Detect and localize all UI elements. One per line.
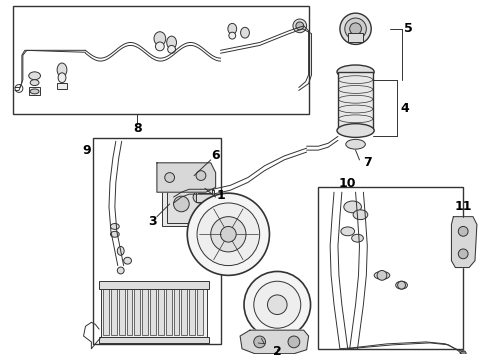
Circle shape [220,226,236,242]
Bar [347,33,363,42]
Ellipse shape [351,234,363,242]
Circle shape [339,13,370,44]
Circle shape [295,22,303,30]
Ellipse shape [343,201,361,213]
Ellipse shape [395,281,407,289]
Polygon shape [240,330,308,354]
Circle shape [457,249,467,259]
Circle shape [459,351,465,357]
Polygon shape [157,163,215,192]
Bar [318,187,462,349]
Bar [111,285,117,335]
Bar [29,87,41,95]
Circle shape [197,203,259,266]
Ellipse shape [340,227,354,236]
Bar [150,285,156,335]
Bar [158,285,163,335]
Ellipse shape [117,247,124,255]
Text: 3: 3 [147,215,156,228]
Circle shape [457,226,467,236]
Circle shape [210,217,245,252]
Bar [165,285,171,335]
Circle shape [376,270,386,280]
Bar [197,285,203,335]
Bar [13,6,308,114]
Ellipse shape [57,63,67,77]
Circle shape [344,18,366,40]
Ellipse shape [110,224,119,229]
Circle shape [164,173,174,183]
Bar [162,183,212,226]
Bar [119,285,124,335]
Bar [103,285,109,335]
Text: 2: 2 [272,345,281,358]
Bar [134,285,140,335]
Ellipse shape [166,36,176,49]
Bar [196,190,213,202]
Ellipse shape [227,23,236,34]
Bar [93,138,220,344]
Bar [337,72,372,131]
Ellipse shape [373,271,389,279]
Circle shape [349,23,361,35]
Ellipse shape [336,65,373,79]
Ellipse shape [154,32,165,45]
Ellipse shape [336,124,373,138]
Polygon shape [450,217,476,267]
Bar [99,281,208,289]
Ellipse shape [167,45,175,53]
Circle shape [253,336,265,348]
Ellipse shape [200,185,209,191]
Bar [142,285,148,335]
Circle shape [193,191,204,203]
Text: 7: 7 [362,156,371,169]
Text: 5: 5 [403,22,412,35]
Ellipse shape [29,72,41,80]
Ellipse shape [345,139,365,149]
Circle shape [267,295,286,315]
Ellipse shape [58,73,66,82]
Ellipse shape [30,80,39,86]
Text: 8: 8 [133,122,142,135]
Bar [57,82,67,89]
Ellipse shape [352,210,367,220]
Ellipse shape [123,257,131,264]
Ellipse shape [30,89,39,94]
Bar [99,337,208,343]
Bar [166,185,207,222]
Ellipse shape [110,231,119,237]
Ellipse shape [240,27,249,38]
Text: 11: 11 [453,201,471,213]
Text: 10: 10 [338,177,356,190]
Circle shape [187,193,269,275]
Bar [126,285,132,335]
Bar [198,185,211,193]
Circle shape [292,19,306,33]
Circle shape [244,271,310,338]
Bar [189,285,195,335]
Circle shape [253,281,300,328]
Circle shape [173,196,189,212]
Text: 4: 4 [399,102,408,114]
Circle shape [196,171,205,180]
Bar [181,285,187,335]
Circle shape [287,336,299,348]
Text: 1: 1 [216,189,224,202]
Bar [101,283,206,337]
Bar [173,285,179,335]
Circle shape [397,281,405,289]
Ellipse shape [155,42,164,51]
Ellipse shape [117,267,124,274]
Text: 9: 9 [82,144,91,157]
Text: 6: 6 [211,149,220,162]
Ellipse shape [228,32,235,39]
